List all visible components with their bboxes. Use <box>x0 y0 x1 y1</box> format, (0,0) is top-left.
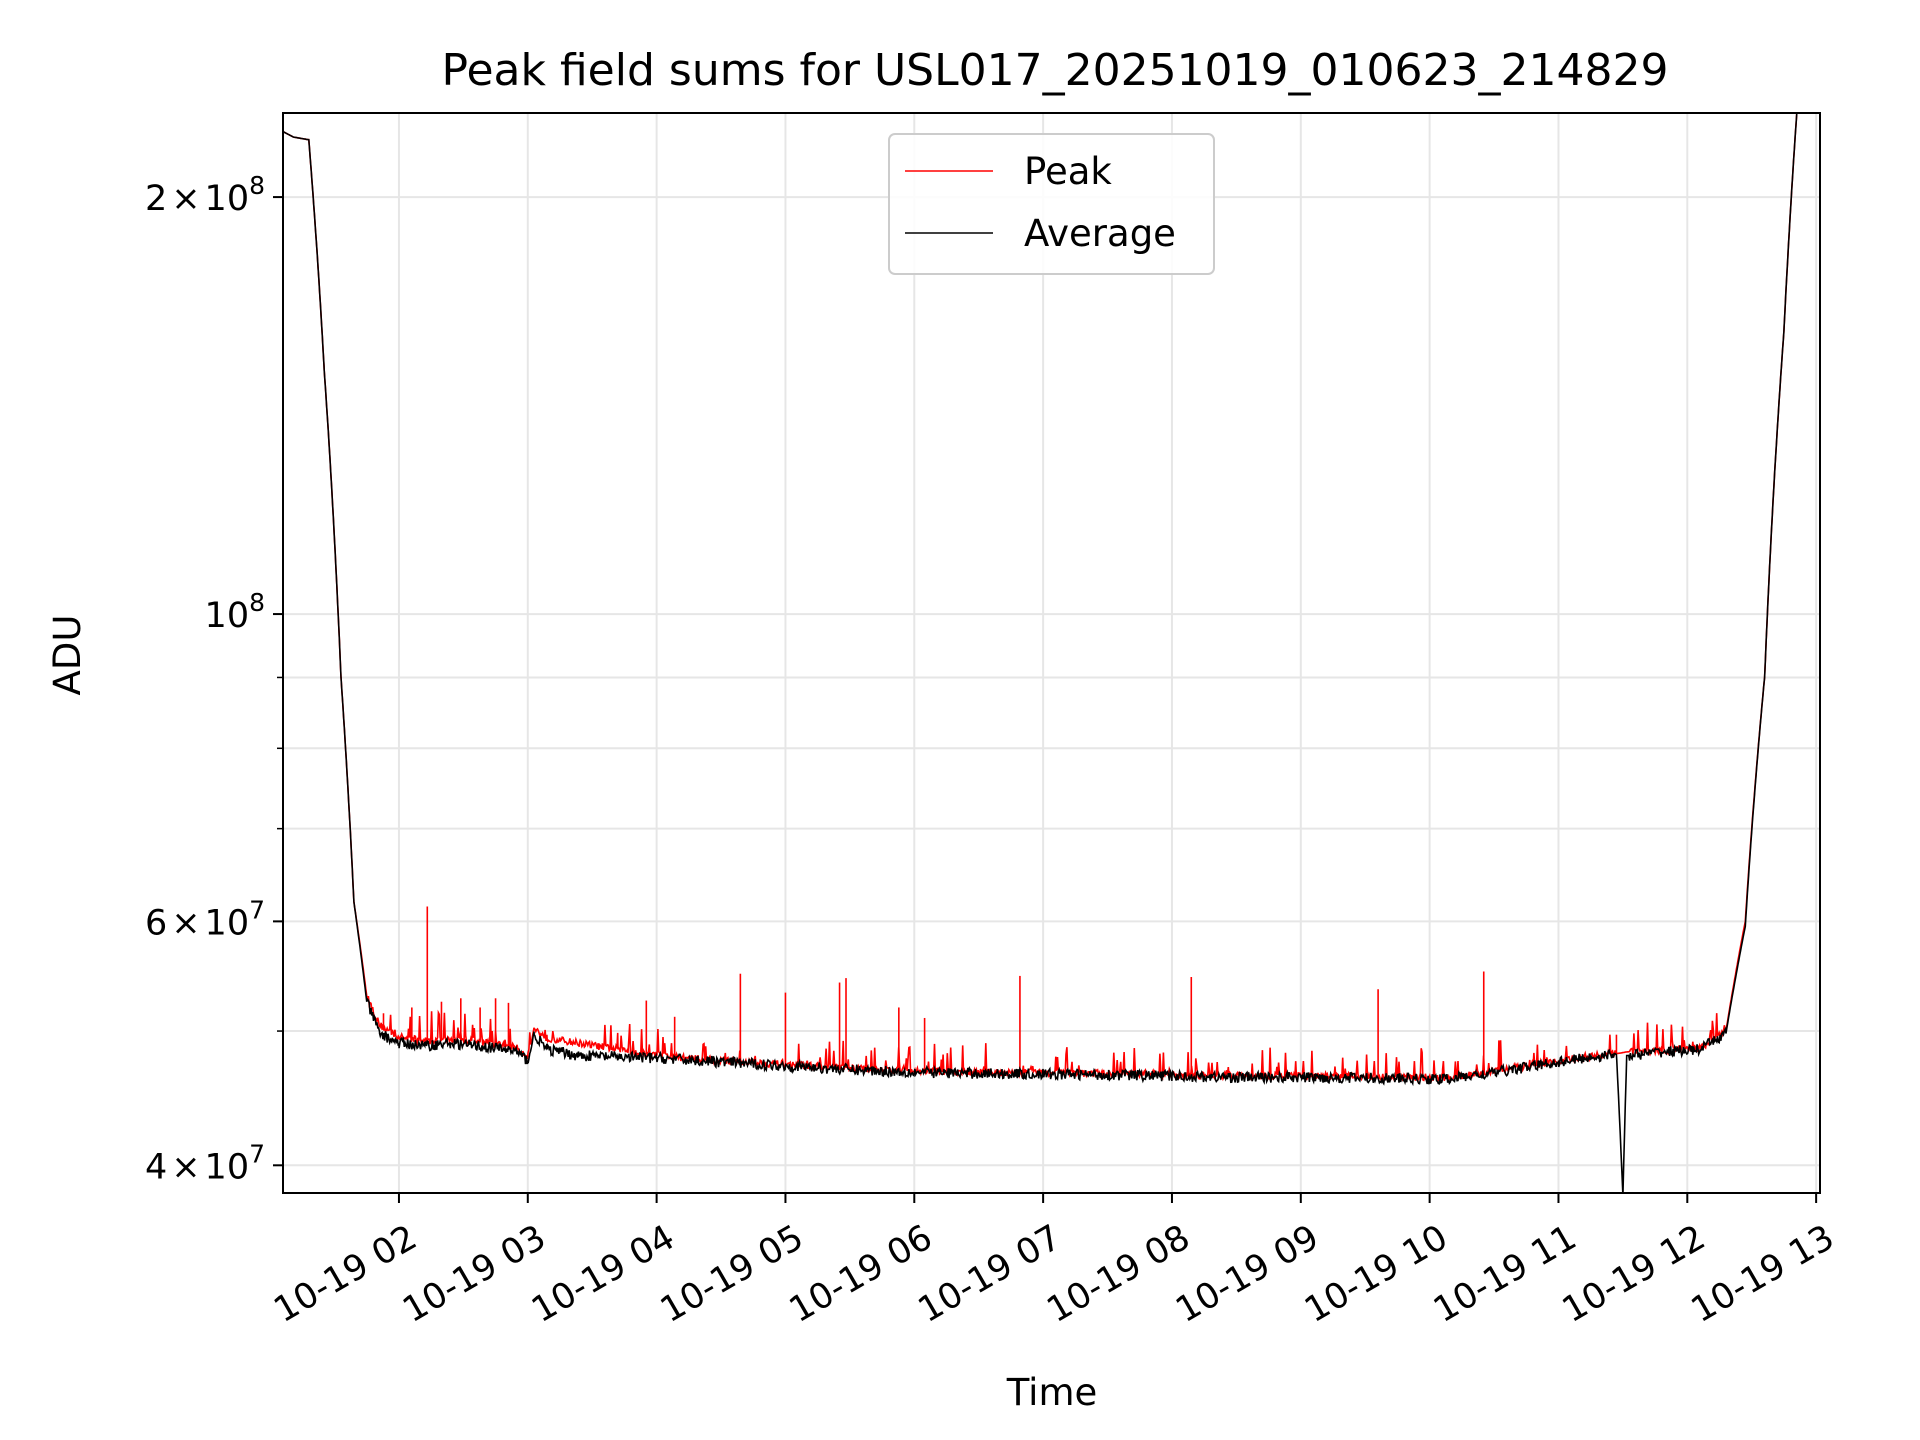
y-tick-times: × <box>171 903 200 943</box>
y-tick-times: × <box>171 1147 200 1187</box>
y-tick-mantissa: 2 <box>145 179 167 219</box>
average-series-line <box>283 113 1820 1193</box>
y-tick-base: 10 <box>205 179 250 219</box>
plot-frame <box>282 112 1821 1194</box>
y-tick-label: 2 × 108 <box>145 171 265 219</box>
y-tick-exponent: 7 <box>249 895 265 924</box>
y-tick-base: 10 <box>205 1147 250 1187</box>
y-tick-label: 108 <box>205 588 265 636</box>
chart-title: Peak field sums for USL017_20251019_0106… <box>442 45 1669 96</box>
legend-peak-label: Peak <box>1024 150 1112 193</box>
y-tick-times: × <box>171 179 200 219</box>
grid <box>283 113 1820 1193</box>
x-axis-label: Time <box>1006 1371 1098 1414</box>
y-tick-label: 6 × 107 <box>145 895 265 943</box>
series-layer <box>283 113 1820 1193</box>
y-tick-exponent: 8 <box>249 588 265 617</box>
y-tick-mantissa: 4 <box>145 1147 167 1187</box>
legend-box <box>888 133 1215 275</box>
y-tick-base: 10 <box>205 596 250 636</box>
legend-average-label: Average <box>1024 212 1176 255</box>
legend: Peak Average <box>888 133 1215 275</box>
y-tick-label: 4 × 107 <box>145 1139 265 1187</box>
y-tick-mantissa: 6 <box>145 903 167 943</box>
y-tick-exponent: 8 <box>249 171 265 200</box>
y-axis-label: ADU <box>46 615 89 696</box>
y-tick-exponent: 7 <box>249 1139 265 1168</box>
y-tick-base: 10 <box>205 903 250 943</box>
